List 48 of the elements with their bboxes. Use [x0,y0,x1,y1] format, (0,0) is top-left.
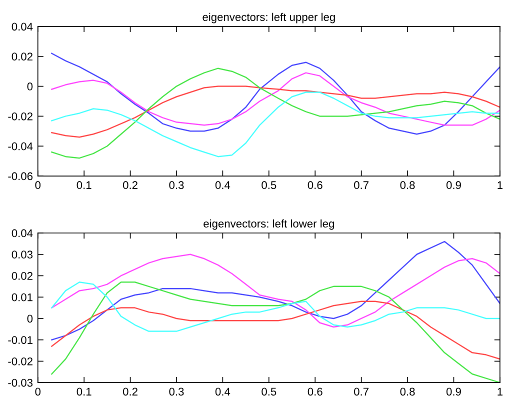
x-tick-label: 0 [35,388,41,396]
line-series [51,86,500,138]
x-tick-label: 0.9 [446,181,461,190]
y-tick-label: 0 [27,314,33,323]
y-tick-label: 0.02 [12,272,32,280]
line-series [51,52,500,135]
line-series [51,282,500,383]
x-tick-label: 0.4 [215,388,230,396]
y-tick-label: 0.03 [12,250,33,259]
x-tick-label: 0.6 [308,181,322,190]
x-tick-label: 0.9 [446,388,461,396]
line-series [51,300,500,360]
x-tick-label: 1 [498,388,502,396]
y-tick-label: 0.02 [12,52,32,61]
x-tick-label: 0.8 [400,181,415,190]
y-tick-label: -0.03 [8,378,33,387]
y-tick-label: 0.04 [12,22,33,31]
x-tick-label: 0.1 [76,181,92,190]
line-series [51,240,500,340]
line-series [51,68,500,159]
y-tick-label: 0 [27,82,33,90]
y-tick-label: -0.02 [8,112,32,120]
x-tick-label: 0.7 [354,181,368,190]
line-series [51,72,500,126]
y-tick-label: -0.06 [8,172,33,180]
x-tick-label: 0.3 [169,388,184,396]
x-tick-label: 0.7 [354,388,368,396]
x-tick-label: 0.5 [262,181,276,190]
y-tick-label: 0.01 [12,293,32,302]
line-series [51,282,500,332]
line-series [51,92,500,158]
y-tick-label: 0.04 [12,229,33,238]
x-tick-label: 1 [498,181,502,189]
x-tick-label: 0.2 [123,181,138,190]
x-tick-label: 0.1 [76,388,92,396]
chart-title: eigenvectors: left upper leg [202,12,335,24]
y-tick-label: -0.02 [8,357,32,366]
x-tick-label: 0.8 [400,388,415,396]
chart-title: eigenvectors: left lower leg [204,219,334,230]
line-series [51,254,500,328]
y-tick-label: -0.04 [8,142,33,150]
x-tick-label: 0 [35,181,41,190]
x-tick-label: 0.5 [262,388,276,396]
x-tick-label: 0.3 [169,181,184,190]
y-tick-label: -0.01 [8,336,32,344]
x-tick-label: 0.2 [123,388,138,396]
x-tick-label: 0.4 [215,181,230,190]
x-tick-label: 0.6 [308,388,322,396]
